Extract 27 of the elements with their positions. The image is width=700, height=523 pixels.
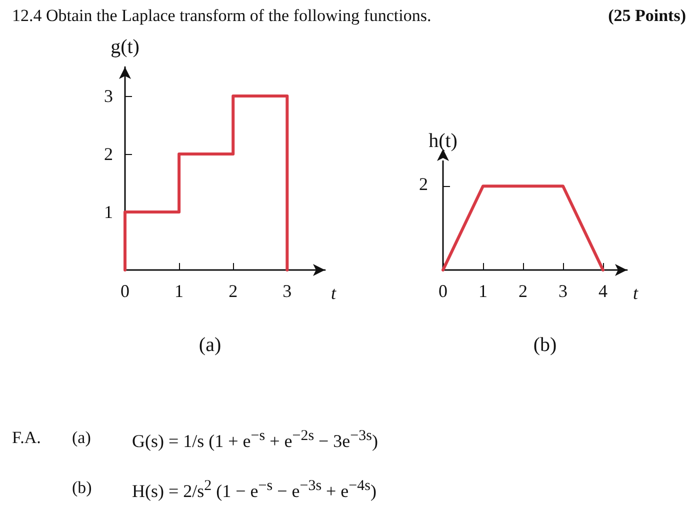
x-tick-label: 4 bbox=[598, 281, 608, 301]
text: (a) bbox=[72, 428, 91, 448]
text: (25 Points) bbox=[608, 6, 686, 26]
text: (a) bbox=[198, 334, 222, 356]
y-tick-label: 1 bbox=[104, 202, 113, 222]
text: 12.4 Obtain the Laplace transform of the following functions. bbox=[12, 6, 432, 26]
text: (b) bbox=[533, 334, 557, 356]
text: (b) bbox=[72, 478, 92, 498]
line-series bbox=[124, 94, 289, 272]
text: G(s) = 1/s (1 + e$^{−s}$ + e$^{−2s}$ − 3e$^{−3s}$) bbox=[132, 428, 378, 452]
text: H(s) = 2/s$^{2}$ (1 − e$^{−s}$ − e$^{−3s}$ + e$^{−4s}$) bbox=[132, 478, 376, 501]
x-axis-title: t bbox=[331, 283, 337, 303]
x-tick-label: 2 bbox=[518, 281, 528, 301]
y-axis-title: h(t) bbox=[428, 130, 458, 152]
x-tick-label: 3 bbox=[558, 281, 568, 301]
text: 2 bbox=[419, 174, 428, 194]
y-tick-label: 2 bbox=[104, 144, 113, 164]
y-tick-label: 3 bbox=[104, 86, 113, 106]
x-tick-label: 0 bbox=[438, 281, 448, 301]
x-tick-label: 1 bbox=[478, 281, 488, 301]
x-tick-label: 0 bbox=[120, 281, 130, 301]
x-tick-label: 2 bbox=[228, 281, 238, 301]
x-tick-label: 3 bbox=[282, 281, 292, 301]
y-axis-title: g(t) bbox=[110, 36, 140, 58]
x-tick-label: 1 bbox=[174, 281, 184, 301]
x-axis-title: t bbox=[633, 283, 639, 303]
text: F.A. bbox=[12, 428, 41, 448]
